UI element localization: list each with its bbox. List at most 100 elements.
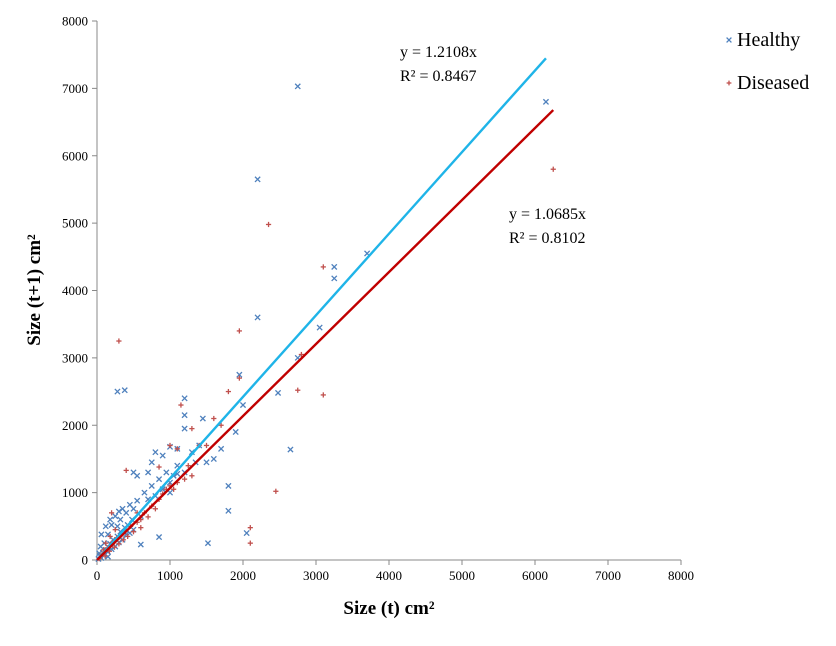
healthy-point [104,553,112,560]
healthy-point [204,540,212,547]
diseased-point [265,221,272,228]
healthy-point [155,476,163,483]
healthy-point [108,521,115,529]
y-tick-label: 1000 [62,485,88,500]
healthy-trend-r2: R² = 0.8467 [400,68,477,85]
healthy-point [316,324,323,331]
diseased-point [185,463,191,469]
diseased-point [174,446,180,452]
trendlines [96,57,555,561]
y-tick-label: 7000 [62,81,88,96]
y-tick-label: 0 [82,553,89,568]
healthy-point [254,176,261,183]
diseased-point [225,388,231,395]
diseased-point [167,442,173,449]
legend-marker-diseased [726,80,732,86]
diseased-point [171,486,177,492]
diseased-point [156,464,162,470]
healthy-point [102,523,109,530]
diseased-point [120,537,126,543]
ticks: 0 1000 2000 3000 4000 5000 6000 7000 8000 0 1000 20… [62,14,694,584]
healthy-point [218,445,225,452]
healthy-point [287,446,294,453]
diseased-point [189,426,195,432]
healthy-point [112,513,119,520]
healthy-trendline [96,57,547,561]
healthy-point [155,534,163,541]
diseased-point [247,540,253,546]
diseased-point [236,328,242,334]
diseased-point [182,476,188,482]
y-tick-label: 2000 [62,418,88,433]
healthy-point [225,482,232,489]
x-tick-label: 7000 [595,568,621,583]
data-points [95,83,556,563]
healthy-point [181,425,188,432]
diseased-point [130,529,137,535]
diseased-point [189,473,195,479]
healthy-point [107,516,114,523]
legend-item-healthy: Healthy [726,29,800,51]
healthy-point [141,489,148,496]
diseased-point [273,488,279,494]
x-tick-label: 0 [94,568,101,583]
diseased-point [116,338,122,344]
diseased-point [107,533,113,540]
diseased-point [178,402,184,408]
healthy-point [134,497,141,504]
healthy-point [243,529,250,537]
x-tick-label: 4000 [376,568,402,583]
healthy-point [121,387,128,394]
healthy-trend-equation: y = 1.2108x [400,44,477,61]
y-tick-label: 3000 [62,350,88,365]
healthy-point [148,459,155,466]
healthy-point [203,459,210,466]
x-tick-label: 5000 [449,568,475,583]
diseased-point [145,514,151,520]
diseased-point [138,525,144,531]
legend-label-diseased: Diseased [737,72,809,94]
legend: Healthy Diseased [726,29,809,94]
legend-marker-symbol [726,80,732,86]
diseased-point [211,415,217,422]
healthy-point [145,469,152,476]
x-tick-label: 2000 [230,568,256,583]
diseased-point [236,375,242,381]
diseased-point [295,387,301,393]
diseased-point [125,533,131,540]
y-tick-label: 5000 [62,216,88,231]
diseased-point [112,527,118,533]
healthy-point [199,415,206,422]
diseased-point [106,548,113,554]
healthy-point [274,389,282,396]
healthy-point [98,531,105,538]
diseased-point [123,467,129,473]
y-axis-title: Size (t+1) cm² [24,234,45,346]
healthy-point [225,507,232,514]
diseased-point [102,553,108,559]
healthy-point [331,263,338,270]
healthy-point [152,449,159,456]
diseased-trendline [96,109,555,561]
healthy-point [294,83,301,90]
healthy-point [114,388,121,395]
healthy-point [254,314,261,321]
x-tick-label: 8000 [668,568,694,583]
diseased-point [203,442,210,449]
healthy-point [115,508,122,515]
legend-marker-healthy [726,37,732,43]
healthy-point [148,482,155,489]
diseased-point [103,540,109,546]
diseased-point [111,544,118,550]
legend-label-healthy: Healthy [737,29,800,51]
diseased-point [152,506,158,512]
x-tick-label: 6000 [522,568,548,583]
healthy-point [236,371,243,378]
diseased-point [247,525,253,531]
healthy-point [159,452,166,459]
legend-item-diseased: Diseased [726,72,809,94]
healthy-point [542,98,550,105]
x-axis-title: Size (t) cm² [343,598,434,619]
y-tick-label: 8000 [62,14,88,29]
